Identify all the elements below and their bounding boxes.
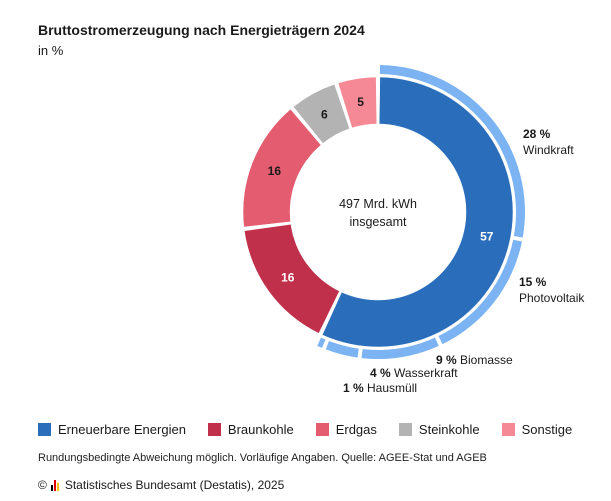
legend: Erneuerbare Energien Braunkohle Erdgas S… [38,422,572,437]
publisher-text[interactable]: Statistisches Bundesamt (Destatis), 2025 [64,478,285,492]
outer-name-label: Hausmüll [367,381,417,395]
outer-percent-label: 9 % [436,353,460,367]
legend-item-sonstige[interactable]: Sonstige [501,422,573,437]
legend-swatch [315,423,329,436]
outer-name-label: Windkraft [523,143,574,157]
slice-value-label: 16 [281,271,295,285]
legend-swatch [207,423,221,436]
outer-slice-biomasse [361,337,439,359]
legend-item-braunkohle[interactable]: Braunkohle [207,422,294,437]
copyright-symbol: © [38,478,47,492]
legend-swatch [501,423,515,436]
legend-label: Steinkohle [418,422,480,437]
slice-value-label: 16 [268,164,282,178]
outer-slice-hausmüll [317,337,326,348]
slice-value-label: 5 [357,95,364,109]
center-sub-label: insgesamt [350,215,407,229]
legend-label: Sonstige [521,422,573,437]
legend-swatch [38,423,51,436]
slice-value-label: 57 [480,229,494,243]
slice-value-label: 6 [321,107,328,121]
outer-percent-label: 15 % [519,275,547,289]
outer-label: 4 % Wasserkraft [370,366,458,380]
outer-slice-wasserkraft [325,341,359,358]
donut-slice-sonstige [337,76,378,129]
chart-title: Bruttostromerzeugung nach Energieträgern… [38,22,365,38]
outer-percent-label: 1 % [343,381,367,395]
center-total-label: 497 Mrd. kWh [339,197,417,211]
donut-slice-erneuerbare-energien [321,76,514,348]
legend-label: Erdgas [335,422,377,437]
outer-name-label: Biomasse [460,353,513,367]
source-note: Rundungsbedingte Abweichung möglich. Vor… [38,452,487,464]
outer-name-label: Wasserkraft [394,366,458,380]
outer-percent-label: 28 % [523,127,551,141]
chart-unit: in % [38,43,64,58]
footer: © Statistisches Bundesamt (Destatis), 20… [38,478,284,492]
legend-item-steinkohle[interactable]: Steinkohle [398,422,480,437]
legend-label: Braunkohle [227,422,294,437]
outer-label: 1 % Hausmüll [343,381,417,395]
outer-slice-photovoltaik [438,239,522,345]
legend-item-erdgas[interactable]: Erdgas [315,422,377,437]
outer-percent-label: 4 % [370,366,394,380]
outer-label: 9 % Biomasse [436,353,513,367]
donut-slice-steinkohle [293,83,350,144]
donut-slice-erdgas [242,108,322,228]
legend-item-erneuerbare[interactable]: Erneuerbare Energien [38,422,186,437]
destatis-logo-icon [50,479,61,491]
legend-label: Erneuerbare Energien [58,422,186,437]
legend-swatch [398,423,412,436]
donut-slice-braunkohle [244,223,340,334]
outer-name-label: Photovoltaik [519,291,585,305]
